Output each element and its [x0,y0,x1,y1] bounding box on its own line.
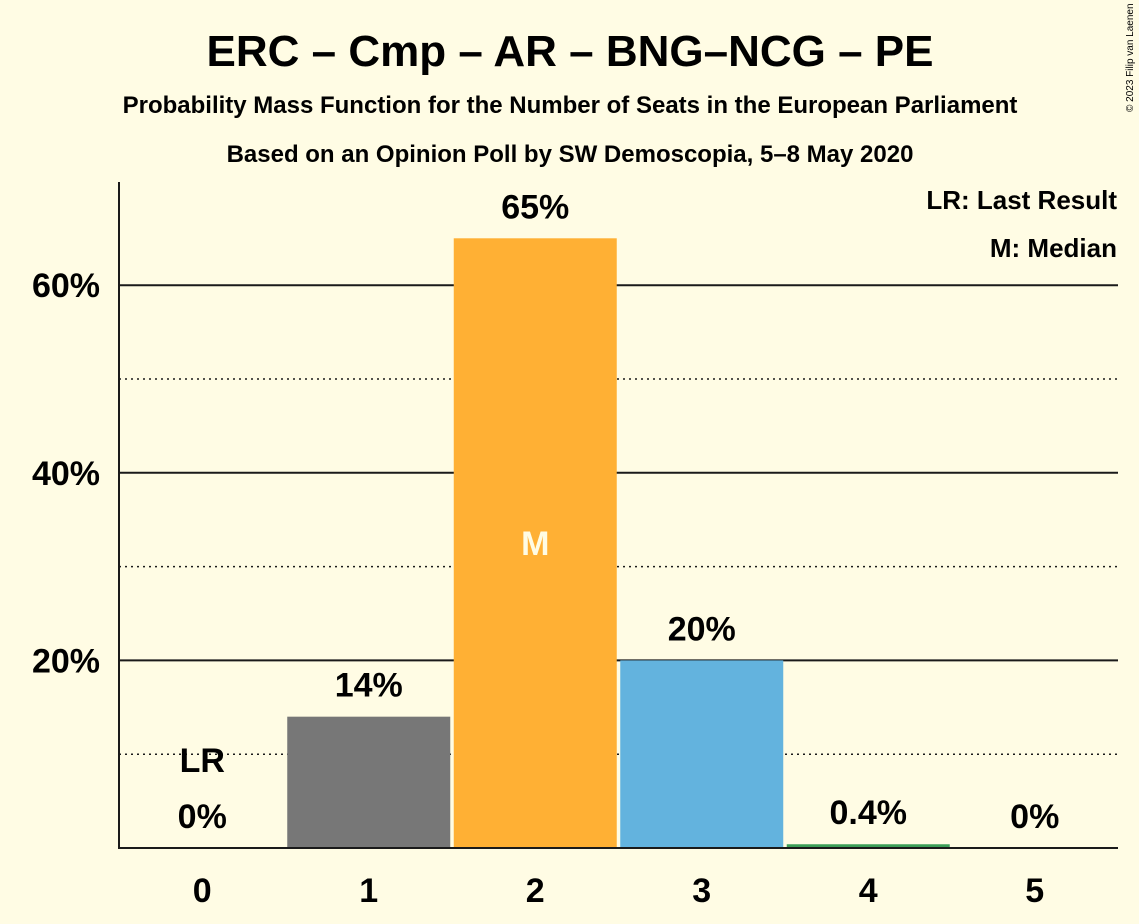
value-label: 0.4% [830,794,908,832]
gridlines [119,284,1118,755]
value-label: 20% [668,610,736,648]
bar [287,716,451,848]
x-tick-label: 3 [692,872,711,910]
last-result-marker: LR [180,742,225,780]
x-tick-label: 1 [359,872,378,910]
x-tick-label: 2 [526,872,545,910]
bar [786,844,950,848]
bar [620,660,784,848]
y-tick-label: 60% [32,267,100,305]
bar [453,238,617,849]
value-label: 14% [335,667,403,705]
x-tick-label: 4 [859,872,878,910]
value-label: 65% [501,188,569,226]
value-label: 0% [1010,798,1059,836]
y-tick-label: 20% [32,642,100,680]
median-marker: M [521,525,549,563]
value-label: 0% [178,798,227,836]
chart-title: ERC – Cmp – AR – BNG–NCG – PE [207,27,934,76]
x-tick-label: 0 [193,872,212,910]
legend-last-result: LR: Last Result [926,185,1117,215]
y-tick-label: 40% [32,455,100,493]
data-labels: 0% 14% 65% 20% 0.4% 0% LR M [178,188,1060,836]
chart-source-line: Based on an Opinion Poll by SW Demoscopi… [227,141,914,168]
bars [287,238,950,849]
legend-median: M: Median [990,233,1117,263]
x-tick-label: 5 [1025,872,1044,910]
chart-subtitle: Probability Mass Function for the Number… [123,92,1018,119]
copyright-note: © 2023 Filip van Laenen [1125,3,1136,112]
axes: 20% 40% 60% 0 1 2 3 4 5 [32,182,1118,910]
